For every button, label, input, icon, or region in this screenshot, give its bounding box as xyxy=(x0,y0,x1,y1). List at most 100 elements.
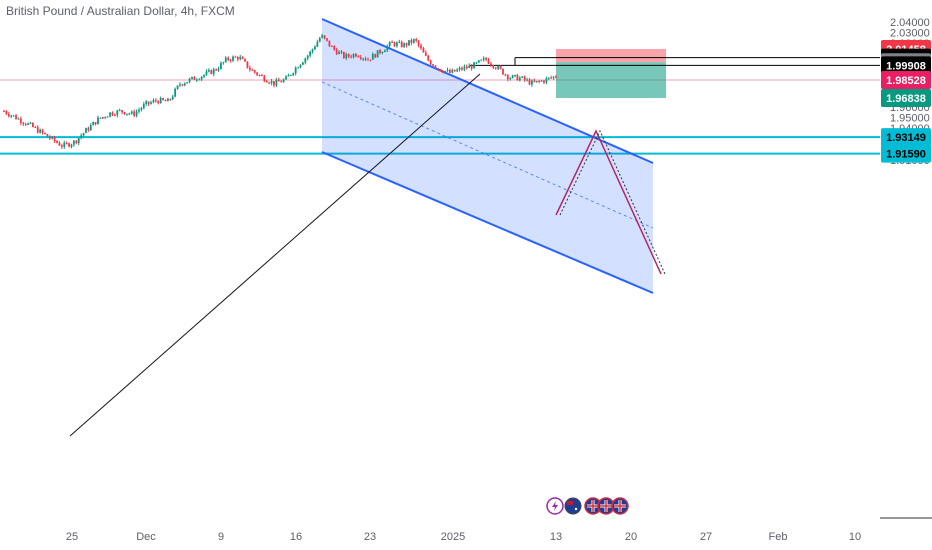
price-tag-label: 1.93149 xyxy=(886,132,926,144)
event-icons xyxy=(546,497,629,515)
candle-up xyxy=(309,51,312,56)
price-tag xyxy=(881,128,931,147)
candle-up xyxy=(106,116,109,118)
candle-up xyxy=(73,140,75,145)
candle-down xyxy=(46,134,49,137)
candle-down xyxy=(265,81,268,83)
candle-down xyxy=(485,58,487,60)
price-tag xyxy=(881,56,931,75)
candle-up xyxy=(198,79,201,81)
trade-position xyxy=(470,48,880,98)
candle-up xyxy=(316,41,319,47)
candle-up xyxy=(408,40,410,46)
candle-up xyxy=(82,133,85,136)
candle-down xyxy=(350,56,353,58)
candle-up xyxy=(540,80,543,82)
candle-up xyxy=(287,75,290,77)
x-tick-label: 23 xyxy=(364,531,376,543)
candle-up xyxy=(518,77,521,81)
candle-down xyxy=(410,40,413,43)
candle-down xyxy=(244,58,246,62)
candle-down xyxy=(516,74,519,81)
ascending-trendline xyxy=(69,73,481,437)
candle-up xyxy=(456,69,459,72)
candle-down xyxy=(7,113,10,117)
candle-down xyxy=(147,101,150,104)
candle-down xyxy=(364,58,367,60)
candle-down xyxy=(15,115,17,120)
candle-up xyxy=(128,113,131,115)
candle-down xyxy=(133,111,136,116)
candle-down xyxy=(5,111,8,114)
candle-up xyxy=(167,98,169,102)
candle-up xyxy=(12,115,15,117)
candle-down xyxy=(164,100,167,102)
candle-up xyxy=(77,138,80,143)
candle-down xyxy=(487,59,490,64)
candle-up xyxy=(383,50,386,53)
candle-down xyxy=(340,51,343,53)
candle-up xyxy=(451,69,454,73)
candle-up xyxy=(205,71,208,75)
candle-up xyxy=(92,121,95,126)
candles xyxy=(3,33,557,149)
price-tag-label: 1.91590 xyxy=(886,149,926,161)
candle-up xyxy=(186,81,189,84)
candle-up xyxy=(135,111,138,116)
candle-down xyxy=(330,46,333,48)
candle-down xyxy=(342,52,345,59)
candle-up xyxy=(311,49,314,52)
candle-up xyxy=(39,129,42,133)
candle-down xyxy=(550,77,553,79)
candle-down xyxy=(424,52,427,56)
channel-lower-line xyxy=(321,151,654,294)
candle-down xyxy=(492,65,495,68)
candle-down xyxy=(436,68,439,70)
x-tick-label: 25 xyxy=(66,531,78,543)
candle-up xyxy=(352,54,355,58)
candle-up xyxy=(304,58,307,63)
candle-up xyxy=(475,62,478,64)
candle-up xyxy=(314,46,316,50)
candle-up xyxy=(444,70,447,73)
candle-up xyxy=(29,122,32,124)
candle-up xyxy=(152,100,155,103)
candle-up xyxy=(275,79,278,86)
candle-up xyxy=(183,83,186,86)
candle-down xyxy=(441,71,444,73)
candle-up xyxy=(509,78,512,80)
candle-down xyxy=(253,70,256,73)
trendline xyxy=(69,73,481,437)
candle-up xyxy=(362,58,365,60)
candle-down xyxy=(261,74,263,76)
candle-down xyxy=(538,80,541,82)
candle-down xyxy=(415,39,418,41)
candle-down xyxy=(41,129,44,133)
candle-up xyxy=(480,59,483,61)
candle-up xyxy=(10,115,13,117)
gb-flag-icon xyxy=(611,497,629,515)
candle-down xyxy=(227,57,230,60)
candle-down xyxy=(236,57,239,60)
candle-up xyxy=(89,125,92,131)
candle-up xyxy=(17,118,20,120)
candle-up xyxy=(552,76,555,78)
candle-up xyxy=(299,64,302,68)
candle-down xyxy=(391,41,393,43)
candle-up xyxy=(345,54,348,59)
candle-up xyxy=(526,79,528,81)
candle-down xyxy=(75,140,78,143)
channel-fill xyxy=(322,19,653,293)
time-axis: 25 Dec 9 16 23 2025 13 20 27 Feb 10 xyxy=(66,517,932,543)
candle-down xyxy=(34,127,37,129)
x-tick-label: 2025 xyxy=(441,531,465,543)
candle-down xyxy=(246,61,249,68)
candle-up xyxy=(398,41,401,43)
candle-up xyxy=(514,74,516,76)
candle-down xyxy=(121,110,124,113)
candle-up xyxy=(51,136,54,139)
projection-line xyxy=(555,129,662,275)
candle-up xyxy=(535,80,538,83)
candle-up xyxy=(412,39,415,43)
